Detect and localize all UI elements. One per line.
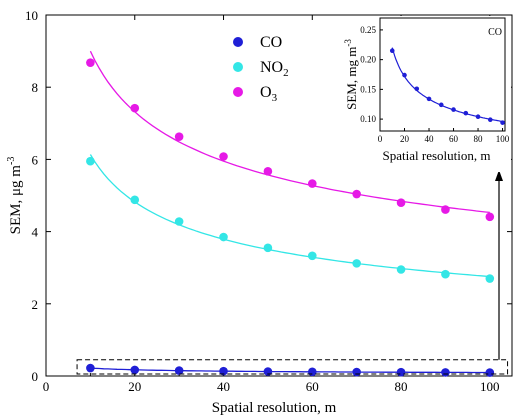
inset-data-point-co (438, 102, 444, 108)
inset-data-point-co (426, 96, 432, 102)
data-point-no2 (307, 251, 317, 261)
x-tick-label: 80 (395, 379, 408, 394)
inset-y-tick-label: 0.25 (360, 25, 376, 35)
inset-background (338, 16, 511, 172)
inset-y-tick-label: 0.20 (360, 55, 376, 65)
data-point-o3 (441, 205, 450, 214)
data-point-co (130, 365, 140, 375)
inset-x-tick-label: 0 (378, 134, 383, 144)
inset-data-point-co (389, 48, 395, 54)
inset-data-point-co (500, 120, 505, 125)
inset-x-axis-label: Spatial resolution, m (383, 148, 491, 163)
y-axis-label-main: SEM, μg m (8, 165, 24, 235)
plot-frame (45, 14, 513, 377)
zoom-box (76, 359, 509, 375)
inset-x-tick-label: 60 (449, 134, 459, 144)
data-point-o3 (219, 152, 228, 161)
y-axis-label-script: -3 (6, 157, 17, 165)
y-tick-label: 8 (32, 80, 39, 95)
data-point-no2 (263, 243, 273, 253)
data-point-no2 (174, 217, 184, 226)
legend-marker-co (233, 37, 243, 47)
inset-x-tick-label: 80 (474, 134, 484, 144)
inset-x-tick-label: 100 (496, 134, 510, 144)
data-point-o3 (174, 132, 184, 141)
y-tick-label: 4 (32, 225, 39, 240)
fit-curve-o3 (89, 50, 490, 214)
data-point-no2 (86, 156, 95, 166)
data-point-o3 (263, 167, 273, 176)
fit-curve-co (90, 367, 490, 374)
y-tick-label: 2 (32, 297, 39, 312)
legend-label-no2-main: NO (260, 59, 283, 76)
zoom-arrow-head (495, 170, 503, 181)
inset-y-axis-label-main: SEM, mg m (344, 47, 359, 110)
inset-data-point-co (463, 110, 469, 116)
data-point-no2 (485, 274, 495, 283)
legend-label-no2-script: 2 (283, 67, 289, 79)
data-point-no2 (441, 269, 450, 279)
x-tick-label: 0 (43, 379, 50, 394)
y-tick-label: 10 (25, 8, 38, 23)
inset-data-point-co (487, 117, 493, 122)
inset-data-point-co (402, 72, 407, 78)
legend-label-no2: NO2 (260, 59, 289, 79)
legend-label-co: CO (260, 34, 282, 51)
legend-label-o3-script: 3 (272, 92, 278, 104)
data-point-co (174, 366, 184, 375)
data-point-no2 (219, 232, 228, 242)
legend-label-o3: O3 (260, 84, 278, 104)
fit-curve-no2 (89, 154, 490, 278)
inset-y-axis-label-script: -3 (343, 39, 353, 47)
inset-x-tick-label: 40 (425, 134, 435, 144)
inset-annotation: CO (488, 27, 502, 38)
legend-marker-no2 (233, 62, 243, 72)
data-point-co (307, 367, 317, 377)
data-point-o3 (352, 189, 361, 199)
data-point-o3 (307, 179, 317, 188)
data-point-o3 (396, 198, 406, 208)
data-point-o3 (485, 212, 495, 222)
data-point-no2 (396, 265, 406, 274)
legend-label-co-main: CO (260, 34, 282, 51)
data-point-co (219, 366, 228, 376)
inset-data-point-co (414, 86, 420, 92)
legend-marker-o3 (233, 87, 243, 97)
x-tick-label: 40 (217, 379, 230, 394)
inset-y-axis-label: SEM, mg m-3 (343, 39, 359, 110)
inset-data-point-co (451, 107, 456, 112)
inset-frame (379, 17, 506, 132)
inset-y-tick-label: 0.15 (360, 84, 376, 94)
data-point-no2 (352, 259, 361, 268)
data-point-co (441, 368, 450, 377)
data-point-co (86, 363, 95, 373)
legend-label-o3-main: O (260, 84, 272, 101)
inset-fit-curve-co (391, 47, 503, 123)
x-axis-label: Spatial resolution, m (212, 400, 337, 416)
data-point-no2 (130, 195, 140, 205)
y-tick-label: 0 (32, 369, 39, 384)
data-point-o3 (130, 103, 140, 113)
y-axis-label: SEM, μg m-3 (6, 157, 24, 235)
inset-x-tick-label: 20 (400, 134, 410, 144)
inset-plot: 0 20 40 60 80 100 0.10 0.15 0.20 0.25 Spatial reso… (338, 16, 511, 172)
x-tick-label: 100 (480, 379, 500, 394)
x-tick-label: 20 (128, 379, 141, 394)
inset-data-point-co (475, 114, 481, 120)
x-tick-label: 60 (306, 379, 319, 394)
data-point-o3 (86, 58, 95, 67)
data-point-co (352, 367, 361, 377)
inset-y-tick-label: 0.10 (360, 114, 376, 124)
y-tick-label: 6 (32, 152, 39, 167)
data-point-co (485, 368, 495, 377)
data-point-co (396, 367, 406, 377)
